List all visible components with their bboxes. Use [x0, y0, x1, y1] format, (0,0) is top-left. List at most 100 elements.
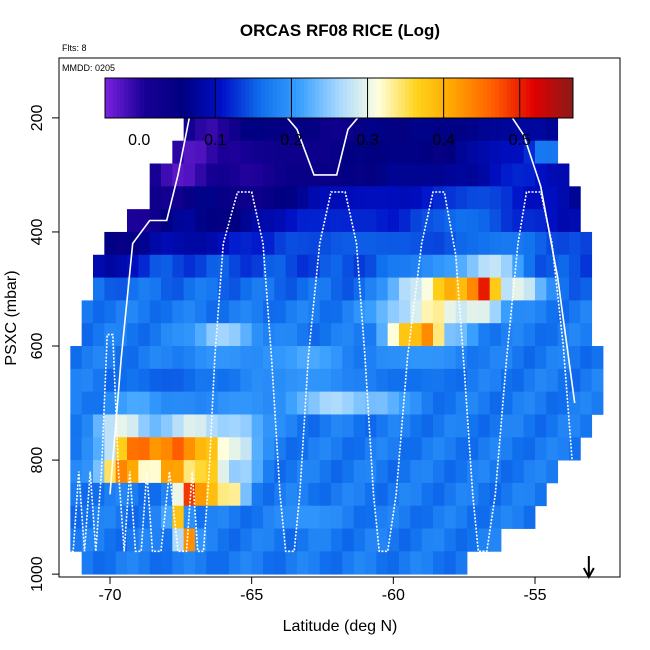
heat-cell — [274, 414, 287, 438]
heat-cell — [501, 117, 513, 142]
heat-cell — [195, 254, 207, 278]
heat-cell — [195, 346, 207, 370]
heat-cell — [376, 323, 389, 347]
colorbar-swatch — [440, 78, 445, 118]
heat-cell — [206, 482, 219, 507]
heat-cell — [104, 346, 117, 370]
colorbar-swatch — [541, 78, 547, 118]
heat-cell — [467, 437, 479, 461]
heat-cell — [240, 551, 253, 575]
heat-cell — [319, 482, 332, 507]
colorbar-swatch — [140, 78, 145, 118]
heat-cell — [149, 391, 162, 415]
heat-cell — [523, 368, 536, 393]
date-annotation: MMDD: 0205 — [62, 63, 115, 73]
heat-cell — [274, 551, 287, 575]
heat-cell — [387, 163, 400, 187]
heat-cell — [501, 209, 513, 233]
heat-cell — [183, 117, 196, 142]
heat-cell — [104, 414, 117, 438]
x-axis-label: Latitude (deg N) — [283, 618, 398, 635]
heat-cell — [331, 391, 343, 415]
heat-cell — [240, 460, 253, 484]
heat-cell — [217, 551, 230, 575]
heat-cell — [93, 551, 105, 575]
heat-cell — [127, 551, 139, 575]
heat-cell — [489, 300, 502, 324]
heat-cell — [161, 437, 173, 461]
heat-cell — [444, 323, 457, 347]
heat-cell — [535, 460, 547, 484]
heat-cell — [535, 254, 547, 278]
heat-cell — [467, 231, 479, 256]
colorbar-swatch — [257, 78, 262, 118]
heat-cell — [399, 300, 411, 324]
heat-cell — [467, 117, 479, 142]
heat-cell — [319, 323, 332, 347]
axes: -70 -65 -60 -55 200 400 600 800 1000 — [29, 104, 547, 604]
heat-cell — [478, 414, 491, 438]
heat-cell — [535, 277, 547, 301]
heat-cell — [319, 231, 332, 256]
heat-cell — [399, 277, 411, 301]
heat-cell — [478, 254, 491, 278]
heat-cell — [455, 551, 468, 575]
heat-cell — [93, 346, 105, 370]
heat-cell — [251, 186, 264, 210]
end-marker — [582, 556, 595, 580]
heat-cell — [70, 346, 83, 370]
heat-cell — [501, 323, 513, 347]
heat-cell — [410, 437, 423, 461]
heat-cell — [297, 368, 309, 393]
heat-cell — [217, 460, 230, 484]
heat-cell — [217, 300, 230, 324]
heat-cell — [342, 254, 355, 278]
heat-cell — [455, 368, 468, 393]
heat-cell — [421, 231, 434, 256]
heat-cell — [274, 437, 287, 461]
colorbar-swatch — [144, 78, 149, 118]
heat-cell — [557, 300, 570, 324]
colorbar-swatch — [284, 78, 289, 118]
heat-cell — [376, 391, 389, 415]
heat-cell — [478, 460, 491, 484]
heat-cell — [376, 254, 389, 278]
heat-cell — [387, 323, 400, 347]
heat-cell — [285, 117, 298, 142]
heat-cell — [161, 391, 173, 415]
heat-cell — [274, 163, 287, 187]
heat-cell — [115, 391, 128, 415]
heat-cell — [183, 528, 196, 552]
colorbar-swatch — [311, 78, 317, 118]
heat-cell — [251, 300, 264, 324]
heat-cell — [410, 460, 423, 484]
heat-cell — [285, 437, 298, 461]
heat-cell — [365, 323, 377, 347]
heat-cell — [240, 231, 253, 256]
heat-cell — [410, 140, 423, 164]
heat-cell — [161, 460, 173, 484]
heat-cell — [399, 254, 411, 278]
heat-cell — [455, 186, 468, 210]
heat-cell — [251, 391, 264, 415]
heat-cell — [342, 368, 355, 393]
heat-cell — [387, 368, 400, 393]
heat-cell — [376, 528, 389, 552]
colorbar-swatch — [561, 78, 566, 118]
heat-cell — [149, 186, 162, 210]
heat-cell — [229, 209, 241, 233]
heat-cell — [319, 209, 332, 233]
heat-cell — [195, 277, 207, 301]
colorbar-swatch — [405, 78, 410, 118]
heat-cell — [331, 551, 343, 575]
heat-cell — [183, 551, 196, 575]
heat-cell — [81, 460, 94, 484]
colorbar-swatch — [420, 78, 426, 118]
heat-cell — [444, 460, 457, 484]
heat-cell — [93, 368, 105, 393]
heat-cell — [285, 528, 298, 552]
heat-cell — [274, 391, 287, 415]
heat-cell — [263, 391, 275, 415]
heat-cell — [512, 346, 525, 370]
heat-cell — [172, 391, 185, 415]
